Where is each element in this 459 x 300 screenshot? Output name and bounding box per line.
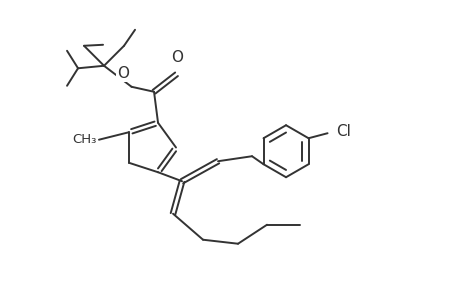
Text: O: O (171, 50, 183, 65)
Text: O: O (117, 66, 129, 81)
Text: CH₃: CH₃ (72, 133, 96, 146)
Text: Cl: Cl (336, 124, 351, 139)
